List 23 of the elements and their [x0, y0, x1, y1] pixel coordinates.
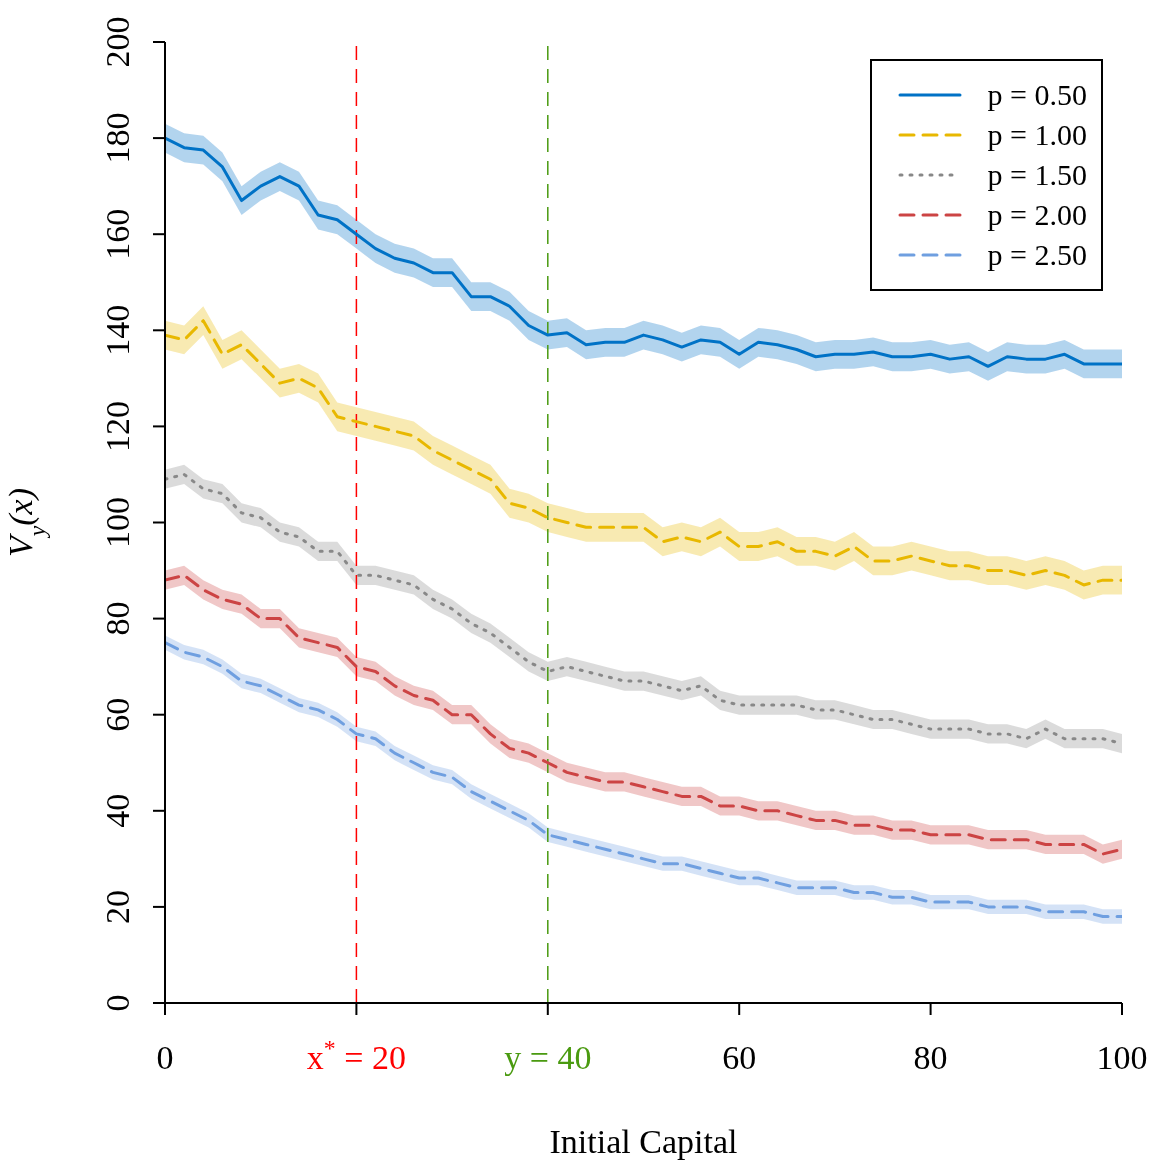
legend-label: p = 2.50	[987, 238, 1087, 272]
y-tick-label: 140	[99, 304, 136, 356]
x-tick-label: y = 40	[504, 1039, 592, 1076]
legend-label: p = 2.00	[987, 198, 1087, 232]
y-tick-label: 0	[99, 994, 136, 1012]
legend-label: p = 1.50	[987, 158, 1087, 192]
y-tick-label: 60	[99, 697, 136, 732]
x-tick-label: 80	[913, 1039, 948, 1076]
y-tick-label: 180	[99, 112, 136, 164]
y-tick-label: 100	[99, 497, 136, 548]
legend-label: p = 0.50	[987, 78, 1087, 112]
x-tick-label: 60	[722, 1039, 757, 1076]
x-tick-label: x$^{*}$ = 20	[306, 1035, 406, 1076]
y-tick-label: 20	[99, 889, 136, 924]
y-tick-label: 80	[99, 601, 136, 636]
x-tick-label: 100	[1096, 1039, 1148, 1076]
legend-label: p = 1.00	[987, 118, 1087, 152]
y-tick-label: 120	[99, 400, 136, 452]
x-tick-label: 0	[156, 1039, 174, 1076]
y-tick-label: 40	[99, 793, 136, 828]
x-axis-title: Initial Capital	[549, 1123, 738, 1160]
y-tick-label: 160	[99, 208, 136, 260]
y-tick-label: 200	[99, 16, 136, 68]
